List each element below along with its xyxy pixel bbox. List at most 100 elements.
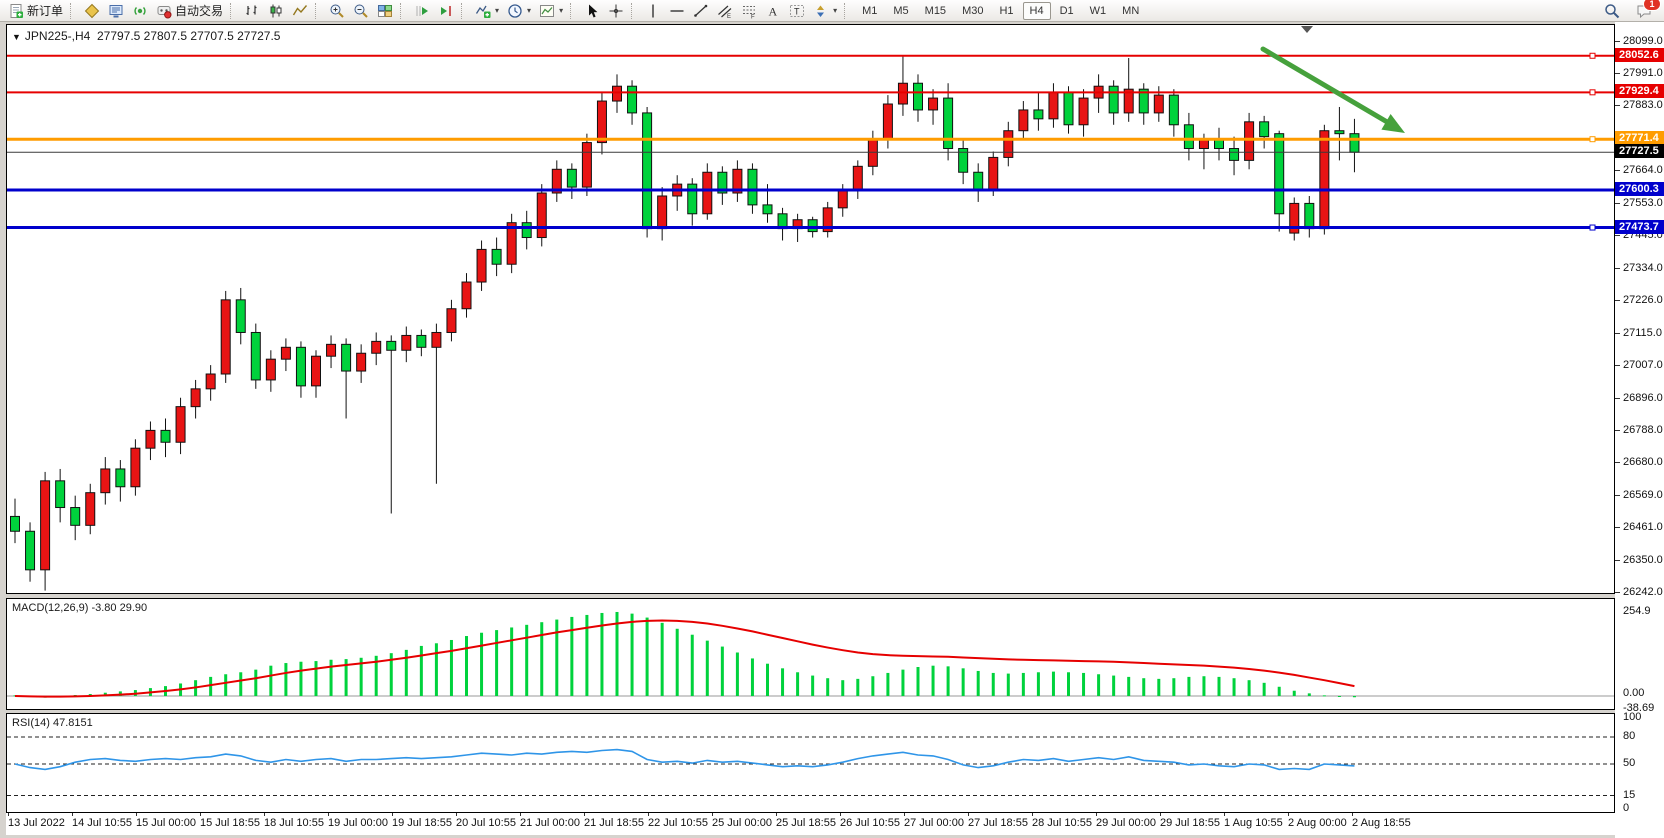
- macd-histogram-bar: [224, 674, 228, 696]
- macd-histogram-bar: [1142, 678, 1146, 696]
- macd-histogram-bar: [510, 627, 514, 696]
- macd-histogram-bar: [389, 653, 393, 696]
- chart-shift-marker-icon[interactable]: [1301, 26, 1313, 33]
- line-chart-button[interactable]: [289, 2, 311, 20]
- dropdown-caret-icon[interactable]: ▾: [833, 6, 838, 15]
- dropdown-caret-icon[interactable]: ▾: [527, 6, 532, 15]
- macd-histogram-bar: [660, 622, 664, 696]
- candle-body: [1319, 130, 1330, 230]
- collapse-caret-icon[interactable]: ▼: [12, 32, 21, 42]
- macd-histogram-bar: [976, 670, 980, 696]
- macd-histogram-bar: [1217, 676, 1221, 696]
- hline-handle[interactable]: [1589, 89, 1596, 96]
- axis-tick-mark: [1615, 170, 1620, 172]
- search-button[interactable]: [1601, 2, 1623, 20]
- new-order-button[interactable]: 新订单: [5, 1, 66, 20]
- toolbar-divider: [844, 2, 851, 19]
- timeframe-m1-button[interactable]: M1: [862, 4, 878, 17]
- candlestick-plot[interactable]: [7, 25, 1614, 593]
- macd-plot[interactable]: [7, 599, 1614, 709]
- tile-windows-button[interactable]: [374, 2, 396, 20]
- fibonacci-button[interactable]: F: [738, 2, 760, 20]
- price-tick-label: 26788.0: [1623, 423, 1663, 436]
- svg-text:E: E: [727, 14, 731, 19]
- hline-handle[interactable]: [1589, 136, 1596, 143]
- equidistant-channel-button[interactable]: E: [714, 2, 736, 20]
- periods-button[interactable]: ▾: [504, 2, 534, 20]
- hline-handle[interactable]: [1589, 224, 1596, 231]
- candle-body: [913, 82, 923, 111]
- macd-histogram-bar: [826, 678, 830, 696]
- macd-pane[interactable]: MACD(12,26,9) -3.80 29.90: [6, 598, 1615, 710]
- tile-windows-icon: [377, 3, 393, 19]
- candle-body: [612, 85, 622, 102]
- candle-body: [852, 165, 863, 191]
- time-label: 19 Jul 00:00: [328, 817, 388, 829]
- chart-shift-button[interactable]: [435, 2, 457, 20]
- macd-histogram-bar: [901, 669, 905, 696]
- horizontal-line-button[interactable]: [666, 2, 688, 20]
- chat-button[interactable]: 1: [1633, 0, 1661, 20]
- symbol-header[interactable]: ▼ JPN225-,H4 27797.5 27807.5 27707.5 2772…: [12, 29, 280, 43]
- macd-histogram-bar: [419, 645, 423, 696]
- rsi-pane[interactable]: RSI(14) 47.8151: [6, 713, 1615, 813]
- macd-histogram-bar: [465, 636, 468, 696]
- timeframe-m15-button[interactable]: M15: [924, 4, 947, 17]
- candle-body: [145, 429, 156, 449]
- signals-button[interactable]: [129, 2, 151, 20]
- candlestick-chart-icon: [268, 3, 284, 19]
- candle-body: [40, 480, 51, 571]
- zoom-in-button[interactable]: [326, 2, 348, 20]
- timeframe-m5-button[interactable]: M5: [893, 4, 909, 17]
- zoom-out-button[interactable]: [350, 2, 372, 20]
- main-price-axis: 28099.0 27991.0 27883.0 27664.0 27553.0 27445…: [1615, 24, 1664, 598]
- arrows-button[interactable]: ▾: [810, 2, 840, 20]
- vertical-line-button[interactable]: [642, 2, 664, 20]
- dropdown-caret-icon[interactable]: ▾: [495, 6, 500, 15]
- trend-arrow-head[interactable]: [1381, 114, 1405, 133]
- text-label-button[interactable]: T: [786, 2, 808, 20]
- candle-body: [536, 192, 547, 239]
- trend-arrow-object[interactable]: [1260, 46, 1391, 125]
- dropdown-caret-icon[interactable]: ▾: [559, 6, 564, 15]
- templates-button[interactable]: ▾: [536, 2, 566, 20]
- bar-chart-button[interactable]: [241, 2, 263, 20]
- trendline-button[interactable]: [690, 2, 712, 20]
- market-depth-button[interactable]: [105, 2, 127, 20]
- cursor-button[interactable]: [581, 2, 603, 20]
- hline-handle[interactable]: [1589, 52, 1596, 59]
- candle-body: [1123, 88, 1134, 114]
- main-chart-pane[interactable]: ▼ JPN225-,H4 27797.5 27807.5 27707.5 2772…: [6, 24, 1615, 594]
- auto-scroll-button[interactable]: [411, 2, 433, 20]
- macd-histogram-bar: [690, 634, 694, 696]
- new-chart-button[interactable]: [81, 2, 103, 20]
- timeframe-m30-button[interactable]: M30: [962, 4, 984, 17]
- indicators-icon: [475, 3, 491, 19]
- time-tick-mark: [456, 813, 457, 816]
- toolbar-divider: [461, 2, 468, 19]
- crosshair-button[interactable]: [605, 2, 627, 20]
- text-button[interactable]: A: [762, 2, 784, 20]
- candle-body: [1078, 97, 1089, 126]
- timeframe-w1-button[interactable]: W1: [1089, 4, 1107, 17]
- candle-body: [356, 352, 367, 372]
- auto-scroll-icon: [414, 3, 430, 19]
- indicators-button[interactable]: ▾: [472, 2, 502, 20]
- rsi-plot[interactable]: [7, 714, 1614, 812]
- timeframe-h1-button[interactable]: H1: [999, 4, 1014, 17]
- price-tick-label: 28099.0: [1623, 35, 1663, 47]
- candle-body: [642, 112, 653, 230]
- timeframe-h4-button[interactable]: H4: [1022, 1, 1051, 20]
- autotrading-button[interactable]: 自动交易: [153, 1, 226, 20]
- axis-tick-mark: [1615, 429, 1620, 431]
- candle-body: [1048, 91, 1059, 120]
- timeframe-d1-button[interactable]: D1: [1059, 4, 1074, 17]
- macd-histogram-bar: [991, 672, 995, 696]
- timeframe-mn-button[interactable]: MN: [1122, 4, 1140, 17]
- macd-histogram-bar: [239, 672, 243, 696]
- time-axis[interactable]: 13 Jul 2022 14 Jul 10:55 15 Jul 00:00 15 Ju…: [6, 813, 1615, 835]
- macd-histogram-bar: [645, 617, 649, 696]
- price-axis-column[interactable]: 28099.0 27991.0 27883.0 27664.0 27553.0 27445…: [1615, 22, 1664, 838]
- macd-histogram-bar: [720, 646, 724, 696]
- candlestick-chart-button[interactable]: [265, 2, 287, 20]
